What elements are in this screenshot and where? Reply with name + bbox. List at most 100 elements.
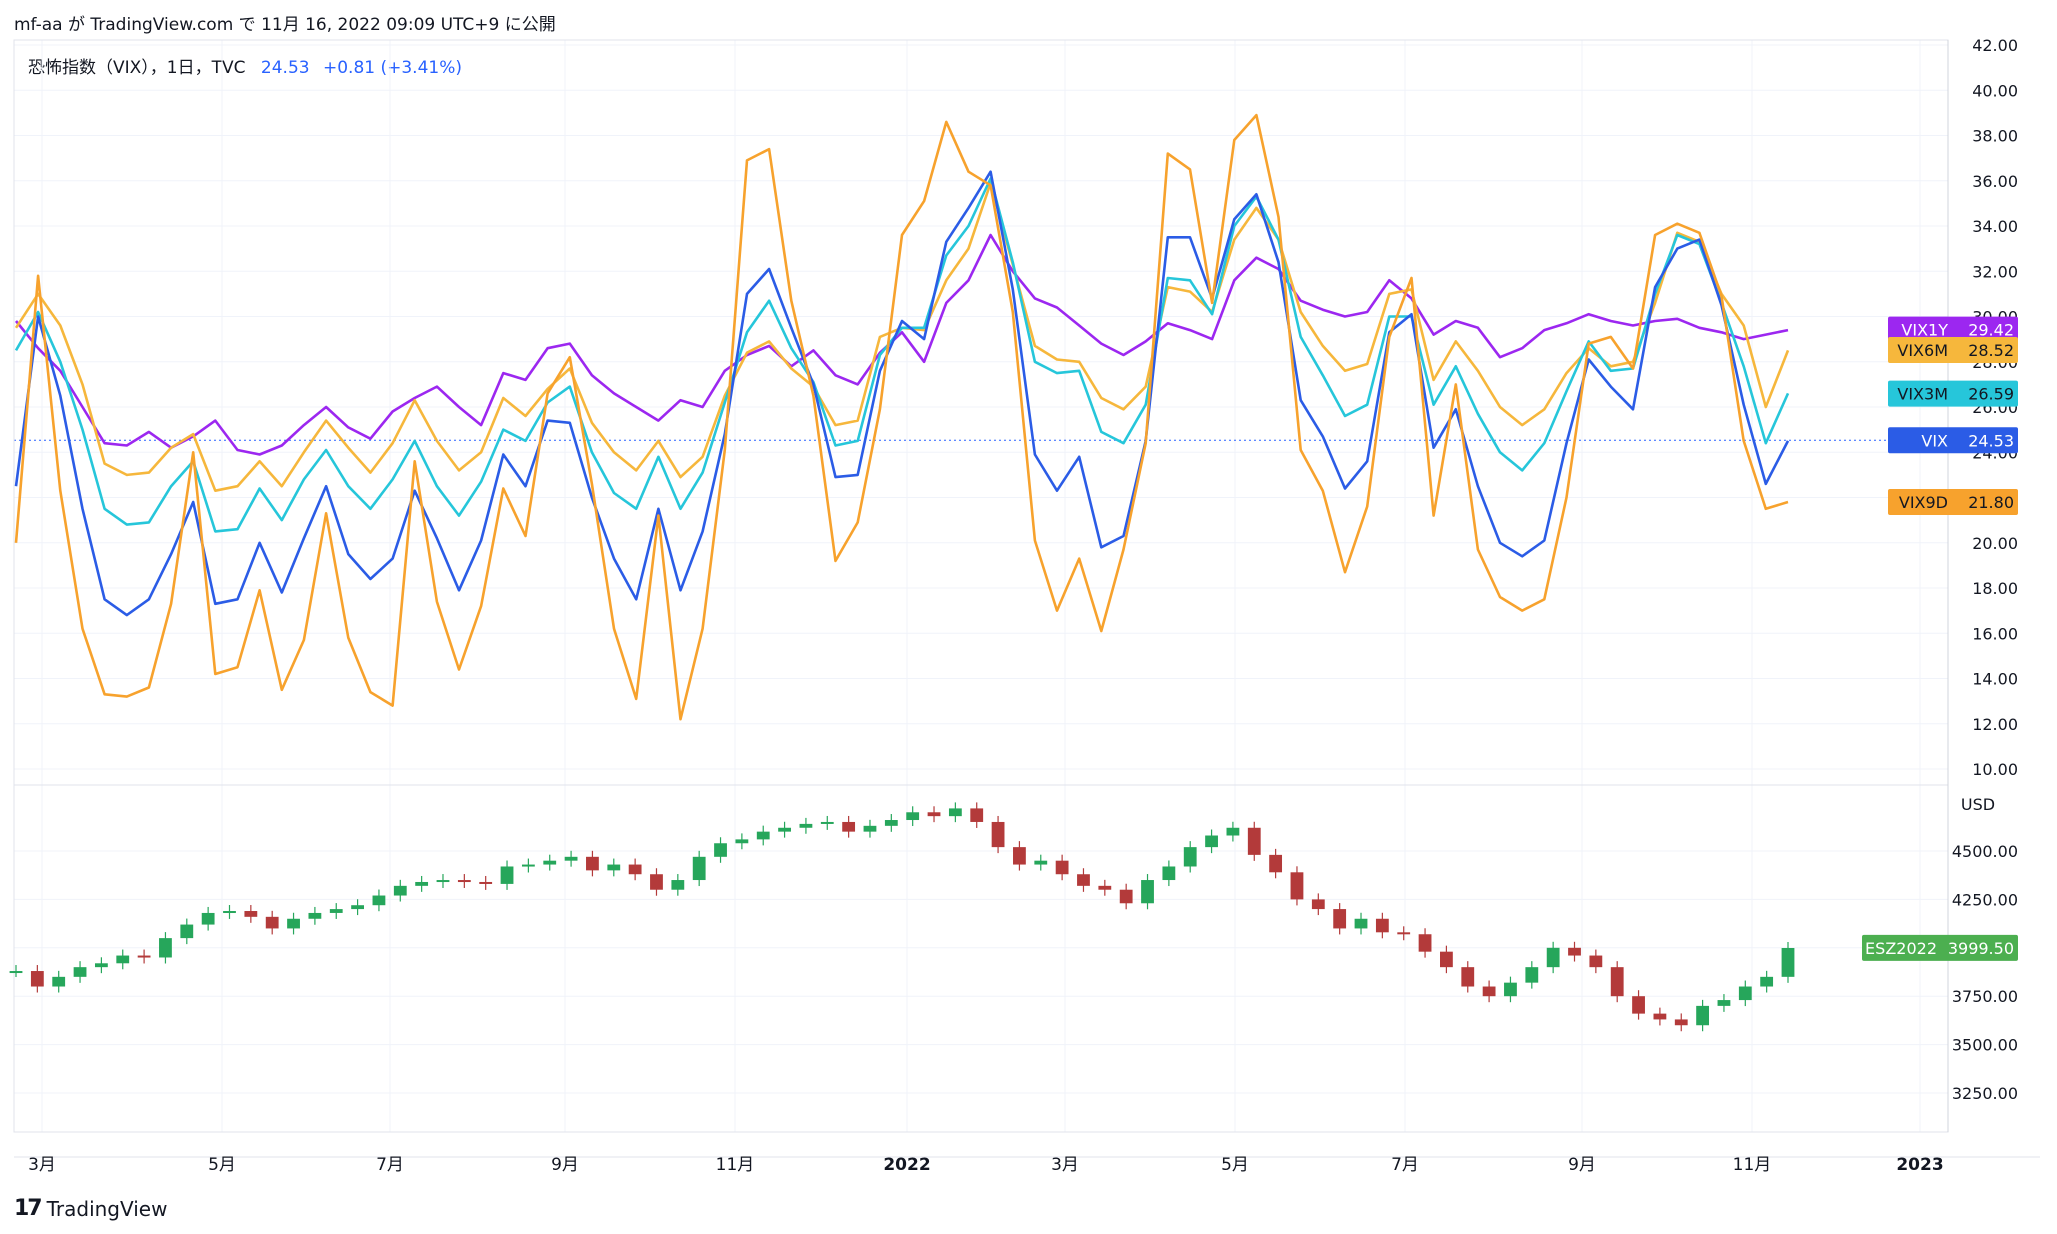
tradingview-logo-icon: 17 — [14, 1196, 43, 1221]
value-tag-esz2022: ESZ2022 3999.50 — [1862, 934, 2018, 961]
es-tick-label: 4500.00 — [1952, 842, 2018, 861]
time-tick-label: 11月 — [1733, 1155, 1772, 1175]
candle-body — [1397, 932, 1411, 935]
candle-body — [1077, 874, 1090, 886]
es-candlesticks — [9, 802, 1795, 1032]
candle-body — [1781, 947, 1795, 977]
candle-body — [159, 938, 172, 958]
time-tick-label: 3月 — [28, 1155, 56, 1175]
candle-body — [1205, 835, 1218, 848]
candle-body — [778, 827, 791, 832]
candle-body — [543, 860, 557, 865]
candle-body — [329, 909, 343, 913]
candle-body — [1290, 872, 1304, 900]
candle-body — [1013, 847, 1026, 865]
candle-body — [137, 955, 151, 958]
es-pane — [13, 784, 1949, 1133]
time-tick-label: 11月 — [716, 1155, 755, 1175]
value-tag-value: 3999.50 — [1948, 939, 2014, 958]
candle-body — [351, 905, 364, 910]
series-line-vix — [14, 170, 1790, 617]
value-tag-bg — [1862, 934, 2018, 961]
candle-body — [436, 880, 450, 883]
candle-body — [1034, 860, 1048, 865]
time-tick-label: 9月 — [1568, 1155, 1596, 1175]
value-tag-bg — [1888, 427, 2018, 454]
candle-body — [1653, 1013, 1667, 1020]
value-tag-vix3m: VIX3M 26.59 — [1888, 380, 2018, 407]
candle-body — [1269, 854, 1283, 873]
candle-body — [1247, 827, 1261, 855]
candle-body — [180, 924, 194, 939]
candle-body — [223, 911, 236, 914]
value-tag-name: ESZ2022 — [1865, 939, 1937, 958]
value-tag-name: VIX — [1921, 431, 1948, 450]
candle-body — [842, 821, 856, 832]
vix-tick-label: 16.00 — [1972, 624, 2018, 643]
candle-body — [1760, 976, 1774, 987]
candle-body — [1375, 918, 1389, 933]
vix-tick-label: 18.00 — [1972, 579, 2018, 598]
vix-tick-label: 12.00 — [1972, 715, 2018, 734]
vix-tick-label: 32.00 — [1972, 262, 2018, 281]
chart-grid — [14, 40, 1948, 1132]
value-tag-vix6m: VIX6M 28.52 — [1888, 336, 2018, 363]
candle-body — [372, 895, 386, 906]
value-tag-bg — [1888, 336, 2018, 363]
candle-body — [1098, 885, 1112, 890]
candle-body — [906, 812, 920, 821]
candle-body — [1738, 986, 1752, 1001]
candle-body — [1183, 847, 1197, 867]
candle-body — [1461, 967, 1475, 987]
attribution-text: mf-aa が TradingView.com で 11月 16, 2022 0… — [14, 15, 556, 35]
value-tag-name: VIX9D — [1899, 493, 1948, 512]
candle-body — [1717, 1000, 1731, 1006]
time-tick-label: 9月 — [551, 1155, 579, 1175]
candle-body — [927, 812, 941, 817]
candle-body — [1141, 880, 1154, 904]
vix-tick-label: 14.00 — [1972, 670, 2018, 689]
candle-body — [1610, 967, 1624, 997]
es-tick-label: 3750.00 — [1952, 987, 2018, 1006]
value-tag-value: 21.80 — [1968, 493, 2014, 512]
value-tag-name: VIX1Y — [1901, 321, 1948, 340]
es-tick-label: 3500.00 — [1952, 1036, 2018, 1055]
time-axis-labels: 3月 5月 7月 9月 11月 2022 3月 5月 7月 9月 11月 2023 — [28, 1155, 1944, 1175]
candle-body — [116, 955, 130, 964]
time-tick-label: 7月 — [1391, 1155, 1419, 1175]
value-tag-vix: VIX 24.53 — [1888, 427, 2018, 454]
candle-body — [1162, 866, 1176, 881]
vix-tick-label: 34.00 — [1972, 217, 2018, 236]
value-tag-value: 26.59 — [1968, 385, 2014, 404]
candle-body — [479, 881, 493, 884]
candle-body — [714, 843, 727, 857]
candle-body — [1354, 918, 1368, 929]
time-tick-label: 3月 — [1051, 1155, 1079, 1175]
value-tag-bg — [1888, 489, 2018, 516]
candle-body — [692, 856, 706, 881]
es-tick-label: 4250.00 — [1952, 890, 2018, 909]
legend-symbol-title: 恐怖指数（VIX），1日，TVC — [28, 58, 246, 78]
candle-body — [991, 821, 1005, 848]
tradingview-footer[interactable]: 17 TradingView — [14, 1196, 167, 1221]
value-tag-bg — [1888, 316, 2018, 343]
time-tick-label: 7月 — [376, 1155, 404, 1175]
candle-body — [735, 839, 749, 844]
candle-body — [1119, 889, 1133, 904]
vix-tick-label: 20.00 — [1972, 534, 2018, 553]
candle-body — [1696, 1005, 1710, 1026]
value-tag-vix9d: VIX9D 21.80 — [1888, 489, 2018, 516]
value-tag-name: VIX3M — [1897, 385, 1948, 404]
value-tag-name: VIX6M — [1897, 341, 1948, 360]
candle-body — [500, 866, 514, 884]
candle-body — [9, 971, 23, 974]
vix-tick-label: 36.00 — [1972, 172, 2018, 191]
legend-last-value: 24.53 — [260, 58, 310, 78]
time-tick-label: 5月 — [208, 1155, 236, 1175]
candle-body — [1674, 1019, 1688, 1026]
series-line-vix3m — [14, 177, 1790, 533]
candle-body — [884, 820, 898, 826]
candle-body — [521, 864, 535, 867]
candle-body — [820, 821, 834, 824]
